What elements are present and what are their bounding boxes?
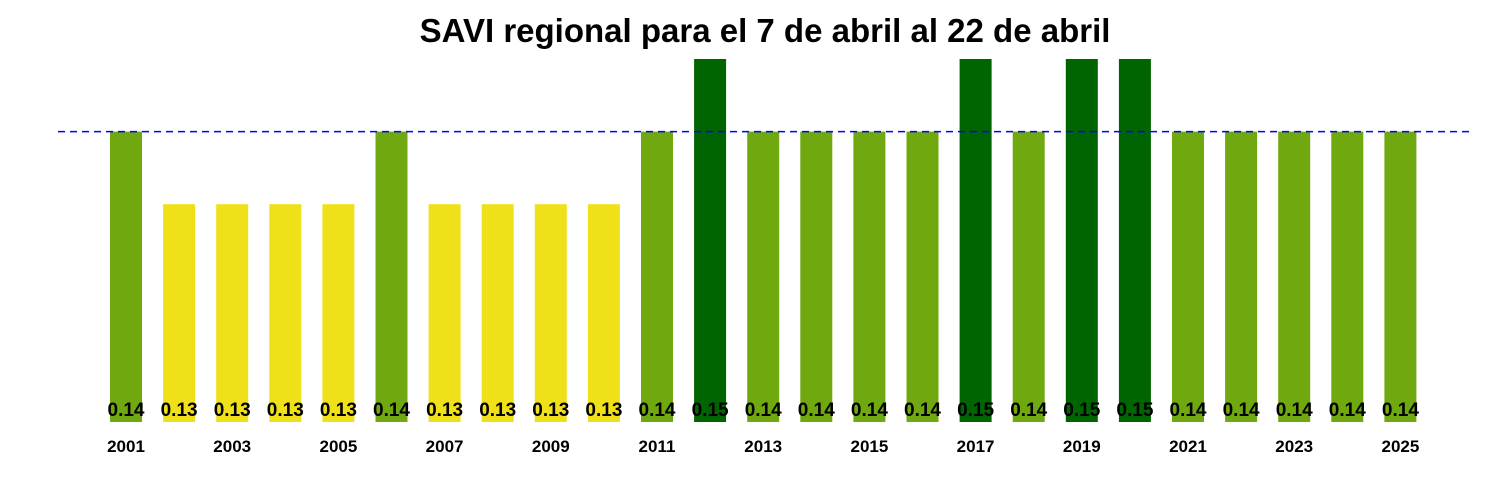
bar-2012	[694, 59, 727, 422]
bar-2015	[853, 131, 886, 422]
bar-2008	[481, 204, 514, 422]
x-tick-label-2005: 2005	[319, 437, 357, 456]
data-label-2024: 0.14	[1329, 400, 1366, 421]
bar-2010	[587, 204, 620, 422]
x-tick-label-2007: 2007	[426, 437, 464, 456]
x-tick-label-2025: 2025	[1381, 437, 1419, 456]
x-tick-label-2001: 2001	[107, 437, 145, 456]
x-tick-label-2009: 2009	[532, 437, 570, 456]
data-label-2009: 0.13	[532, 400, 569, 421]
x-tick-label-2015: 2015	[850, 437, 888, 456]
bar-2009	[534, 204, 567, 422]
data-label-2004: 0.13	[267, 400, 304, 421]
bar-2016	[906, 131, 939, 422]
data-label-2013: 0.14	[745, 400, 782, 421]
bar-2017	[959, 59, 992, 422]
bar-2019	[1065, 59, 1098, 422]
data-label-2014: 0.14	[798, 400, 835, 421]
data-label-2011: 0.14	[639, 400, 676, 421]
data-label-2006: 0.14	[373, 400, 410, 421]
data-label-2015: 0.14	[851, 400, 888, 421]
bar-2011	[641, 131, 673, 422]
chart-title: SAVI regional para el 7 de abril al 22 d…	[419, 12, 1111, 49]
bar-2022	[1225, 131, 1258, 422]
data-label-2019: 0.15	[1063, 400, 1100, 421]
bar-2013	[747, 131, 780, 422]
x-tick-label-2021: 2021	[1169, 437, 1207, 456]
bar-2018	[1012, 131, 1045, 422]
x-tick-label-2017: 2017	[957, 437, 995, 456]
bar-2007	[428, 204, 461, 422]
data-label-2007: 0.13	[426, 400, 463, 421]
x-tick-label-2011: 2011	[639, 437, 676, 456]
data-label-2008: 0.13	[479, 400, 516, 421]
data-label-2012: 0.15	[692, 400, 729, 421]
bar-2006	[375, 131, 408, 422]
data-label-2005: 0.13	[320, 400, 357, 421]
data-label-2022: 0.14	[1223, 400, 1260, 421]
bar-2023	[1278, 131, 1311, 422]
data-label-2001: 0.14	[108, 400, 145, 421]
data-label-2010: 0.13	[585, 400, 622, 421]
data-label-2003: 0.13	[214, 400, 251, 421]
data-label-2016: 0.14	[904, 400, 941, 421]
bar-2001	[110, 131, 142, 422]
bar-2005	[322, 204, 355, 422]
bar-2002	[163, 204, 196, 422]
bar-2025	[1384, 131, 1417, 422]
data-label-2002: 0.13	[161, 400, 198, 421]
data-label-2023: 0.14	[1276, 400, 1313, 421]
bar-2003	[216, 204, 249, 422]
data-label-2020: 0.15	[1116, 400, 1153, 421]
x-tick-label-2003: 2003	[213, 437, 251, 456]
data-label-2025: 0.14	[1382, 400, 1419, 421]
x-tick-label-2019: 2019	[1063, 437, 1101, 456]
bar-2020	[1118, 59, 1151, 422]
data-label-2018: 0.14	[1010, 400, 1047, 421]
bar-2021	[1172, 131, 1204, 422]
bar-2014	[800, 131, 833, 422]
x-tick-label-2023: 2023	[1275, 437, 1313, 456]
data-label-2021: 0.14	[1170, 400, 1207, 421]
bar-2024	[1331, 131, 1364, 422]
data-label-2017: 0.15	[957, 400, 994, 421]
bar-2004	[269, 204, 302, 422]
x-tick-label-2013: 2013	[744, 437, 782, 456]
